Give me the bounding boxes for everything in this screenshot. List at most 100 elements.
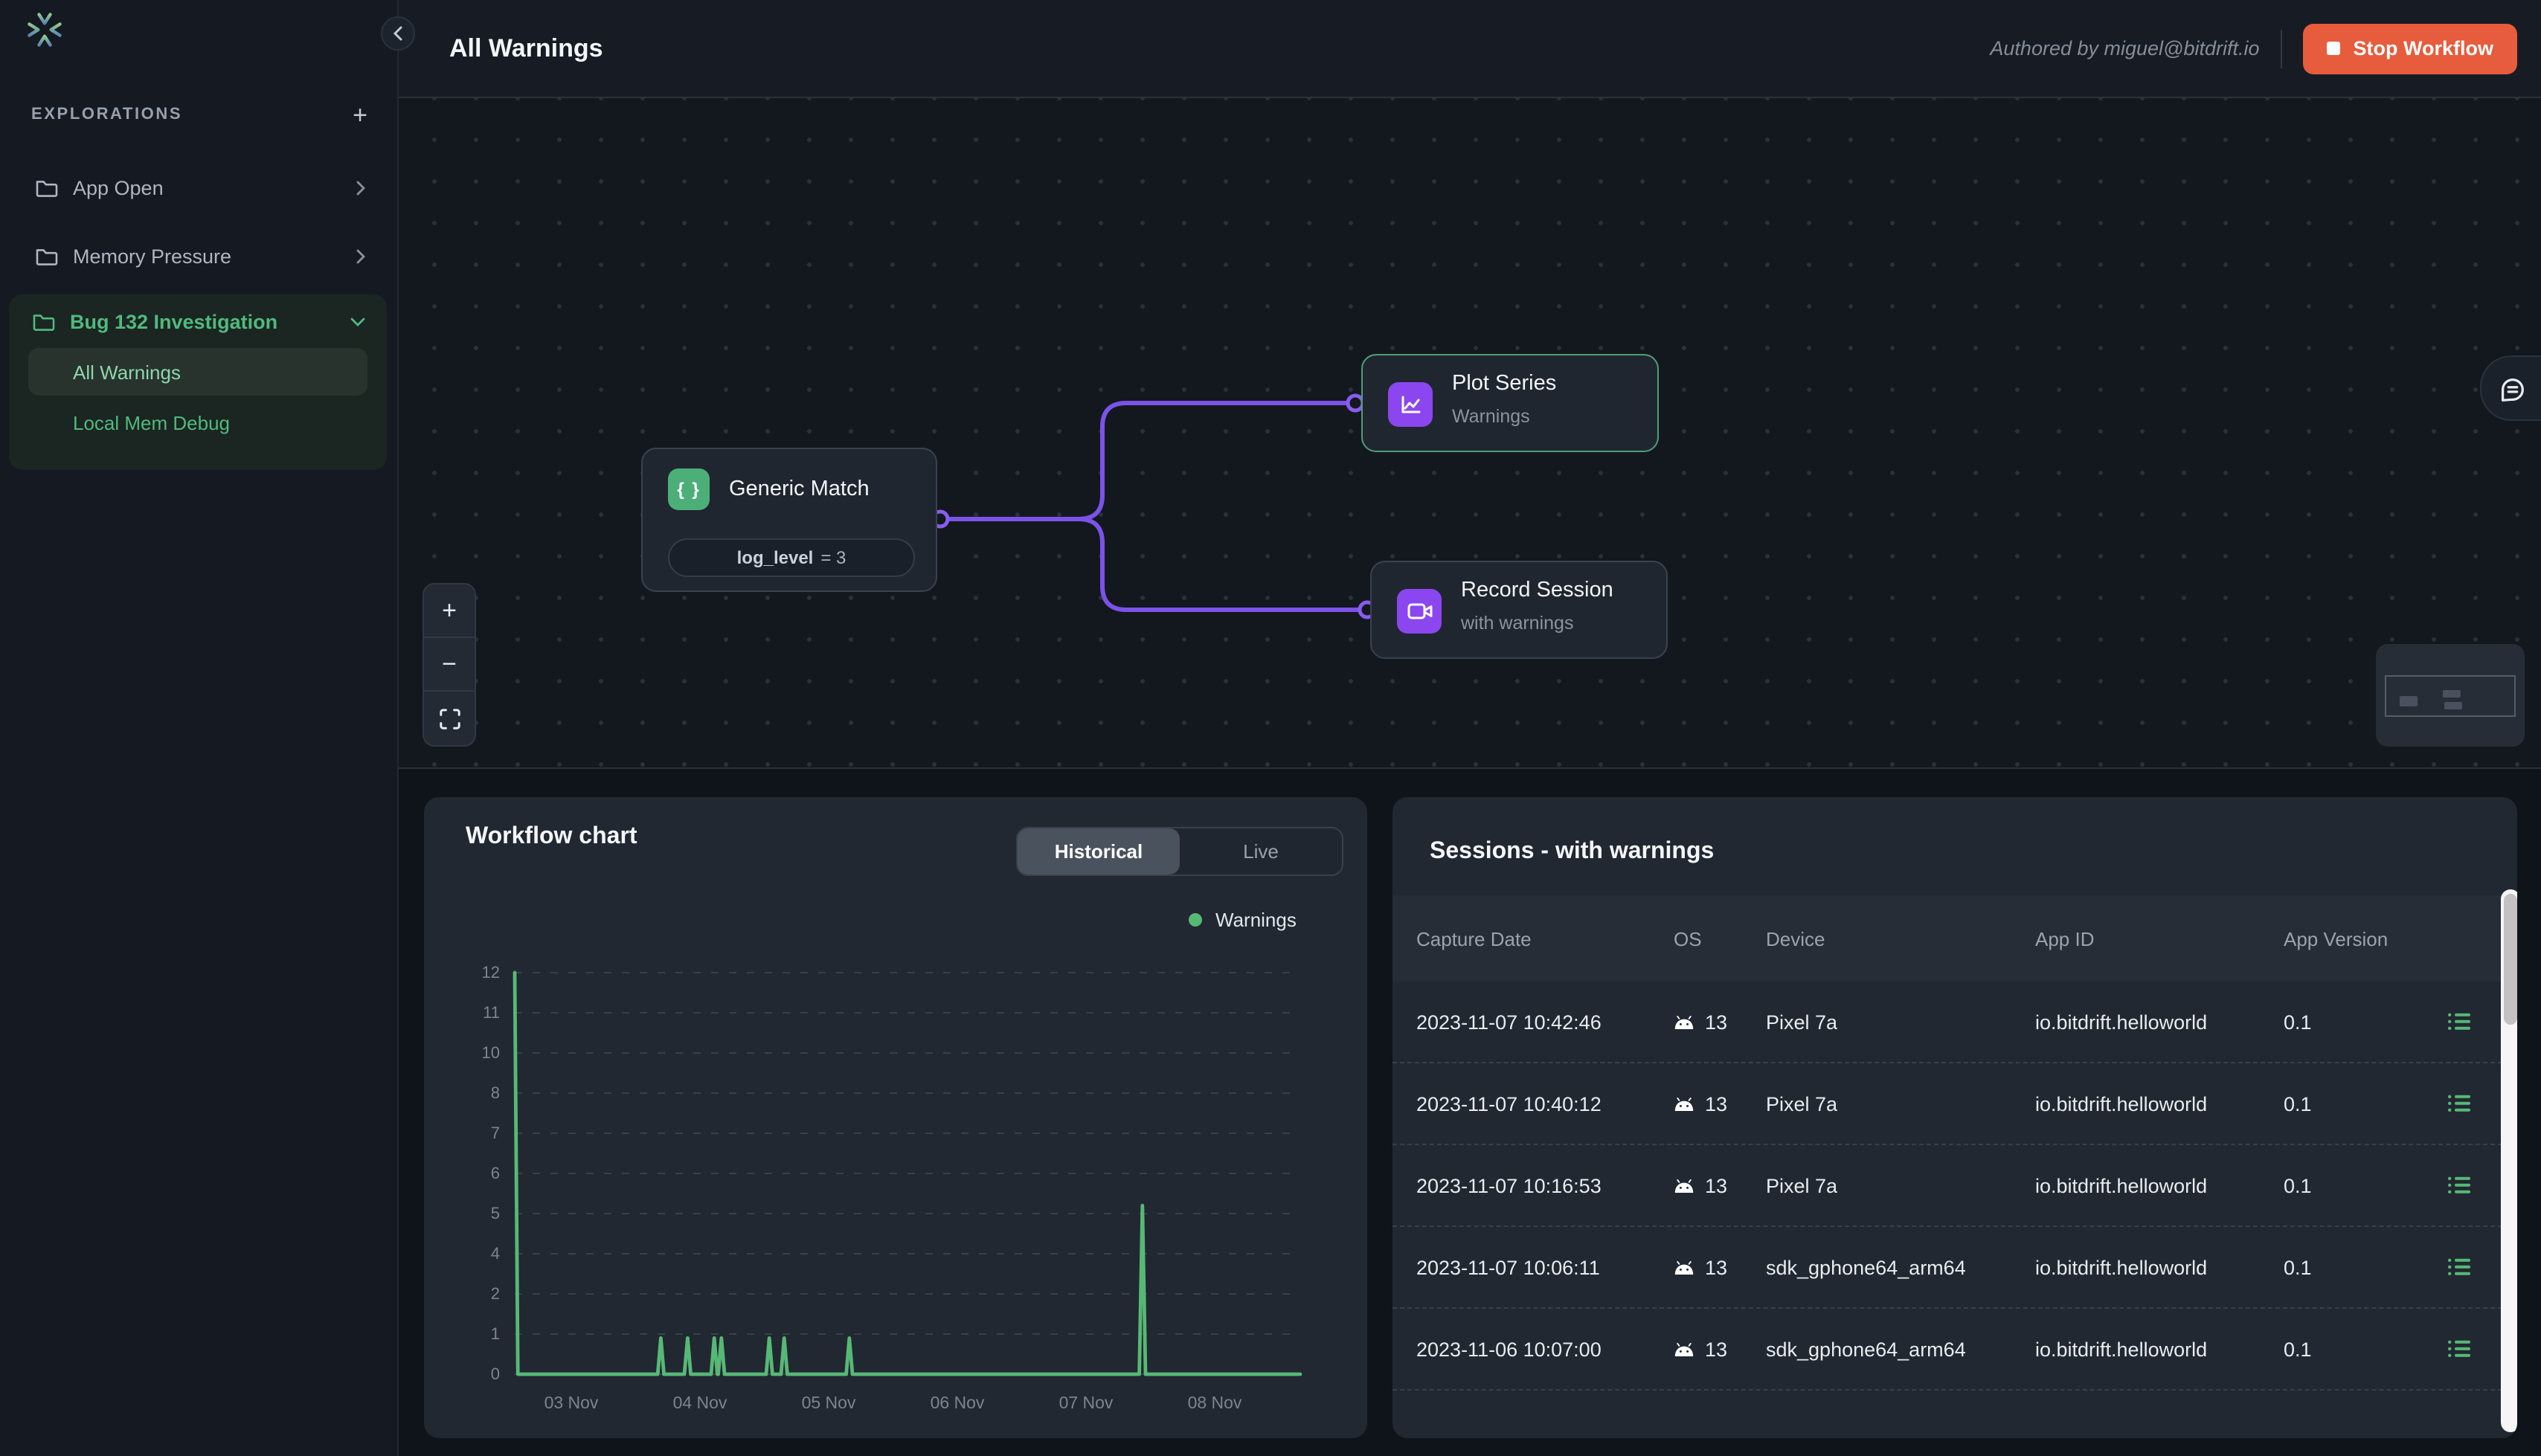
workflow-canvas[interactable]: { } Generic Match log_level = 3 Plot Ser… [399, 98, 2541, 769]
logs-list-icon [2448, 1258, 2470, 1275]
fit-view-icon [439, 708, 460, 729]
add-exploration-button[interactable]: + [353, 100, 367, 129]
sidebar-group-label: Bug 132 Investigation [70, 310, 278, 332]
sessions-panel: Sessions - with warnings Capture Date OS… [1392, 797, 2517, 1438]
folder-icon [36, 178, 58, 197]
svg-text:06 Nov: 06 Nov [931, 1393, 985, 1412]
divider [2280, 29, 2282, 68]
svg-text:10: 10 [482, 1043, 500, 1062]
minimap[interactable] [2376, 644, 2525, 747]
cell-os: 13 [1674, 1338, 1766, 1360]
session-row[interactable]: 2023-11-07 10:16:53 13 Pixel 7a io.bitdrift… [1392, 1145, 2517, 1227]
svg-text:11: 11 [483, 1003, 500, 1022]
chart-legend: Warnings [1189, 909, 1297, 931]
workflow-chart-panel: Workflow chart Historical Live Warnings … [424, 797, 1367, 1438]
session-row[interactable]: 2023-11-07 10:06:11 13 sdk_gphone64_arm64 i… [1392, 1227, 2517, 1309]
column-header-capture-date: Capture Date [1416, 927, 1532, 950]
svg-text:1: 1 [491, 1324, 500, 1343]
svg-text:2: 2 [491, 1284, 500, 1303]
line-chart-icon [1388, 382, 1433, 427]
view-logs-button[interactable] [2447, 1257, 2517, 1278]
svg-text:03 Nov: 03 Nov [544, 1393, 599, 1412]
chevron-down-icon [350, 316, 366, 326]
bitdrift-logo-icon[interactable] [25, 10, 64, 49]
session-row[interactable]: 2023-11-07 10:42:46 13 Pixel 7a io.bitdrift… [1392, 982, 2517, 1063]
node-record-session[interactable]: Record Session with warnings [1370, 561, 1668, 659]
cell-device: sdk_gphone64_arm64 [1766, 1338, 1966, 1360]
logs-list-icon [2448, 1176, 2470, 1194]
view-logs-button[interactable] [2447, 1011, 2517, 1032]
sidebar-item-local-mem-debug[interactable]: Local Mem Debug [28, 399, 367, 446]
cell-app-version: 0.1 [2284, 1011, 2312, 1033]
sidebar-item-all-warnings[interactable]: All Warnings [28, 348, 367, 396]
folder-icon [36, 246, 58, 265]
cell-app-version: 0.1 [2284, 1174, 2312, 1196]
sessions-table-body: 2023-11-07 10:42:46 13 Pixel 7a io.bitdrift… [1392, 982, 2517, 1391]
folder-icon [33, 312, 55, 331]
braces-icon: { } [668, 468, 710, 510]
cell-app-id: io.bitdrift.helloworld [2035, 1011, 2208, 1033]
sessions-table-header: Capture Date OS Device App ID App Versio… [1392, 895, 2517, 982]
svg-text:8: 8 [491, 1083, 500, 1102]
legend-dot-warnings [1189, 913, 1202, 927]
comments-button[interactable] [2480, 355, 2541, 421]
sidebar-item-memory-pressure[interactable]: Memory Pressure [15, 231, 384, 281]
android-icon [1674, 1015, 1694, 1028]
scrollbar-thumb[interactable] [2504, 894, 2517, 1025]
os-version: 13 [1705, 1092, 1728, 1115]
cell-capture-date: 2023-11-07 10:06:11 [1416, 1256, 1600, 1278]
svg-text:4: 4 [491, 1244, 500, 1263]
cell-app-id: io.bitdrift.helloworld [2035, 1338, 2208, 1360]
cell-app-version: 0.1 [2284, 1092, 2312, 1115]
svg-text:04 Nov: 04 Nov [673, 1393, 727, 1412]
cell-app-id: io.bitdrift.helloworld [2035, 1256, 2208, 1278]
cell-app-id: io.bitdrift.helloworld [2035, 1174, 2208, 1196]
sidebar-collapse-button[interactable] [381, 16, 415, 51]
zoom-in-button[interactable]: + [424, 584, 475, 638]
canvas-zoom-controls: + − [423, 583, 476, 747]
chevron-right-icon [356, 248, 366, 264]
view-logs-button[interactable] [2447, 1093, 2517, 1114]
stop-workflow-button[interactable]: Stop Workflow [2302, 23, 2517, 74]
os-version: 13 [1705, 1338, 1728, 1360]
android-icon [1674, 1260, 1694, 1274]
session-row[interactable]: 2023-11-07 10:40:12 13 Pixel 7a io.bitdrift… [1392, 1063, 2517, 1145]
cell-app-version: 0.1 [2284, 1256, 2312, 1278]
column-header-os: OS [1674, 927, 1702, 950]
node-generic-match[interactable]: { } Generic Match log_level = 3 [641, 448, 937, 592]
os-version: 13 [1705, 1256, 1728, 1278]
svg-text:07 Nov: 07 Nov [1059, 1393, 1114, 1412]
view-logs-button[interactable] [2447, 1339, 2517, 1359]
node-plot-series[interactable]: Plot Series Warnings [1361, 354, 1659, 452]
minimap-viewport [2385, 675, 2516, 717]
fit-view-button[interactable] [424, 692, 475, 745]
legend-label: Warnings [1215, 909, 1297, 931]
cell-app-version: 0.1 [2284, 1338, 2312, 1360]
svg-text:7: 7 [491, 1124, 500, 1142]
comment-bubble-icon [2500, 377, 2523, 401]
os-version: 13 [1705, 1174, 1728, 1196]
node-condition-pill: log_level = 3 [668, 538, 915, 577]
zoom-out-button[interactable]: − [424, 638, 475, 692]
svg-text:5: 5 [491, 1204, 500, 1223]
session-row[interactable]: 2023-11-06 10:07:00 13 sdk_gphone64_arm64 i… [1392, 1309, 2517, 1391]
tab-historical[interactable]: Historical [1018, 828, 1180, 874]
chevron-right-icon [356, 179, 366, 196]
sidebar-item-label: All Warnings [73, 361, 181, 383]
tab-live[interactable]: Live [1243, 840, 1279, 863]
cell-capture-date: 2023-11-07 10:40:12 [1416, 1092, 1602, 1115]
topbar: All Warnings Authored by miguel@bitdrift… [399, 0, 2541, 98]
sidebar-group-header[interactable]: Bug 132 Investigation [9, 294, 387, 348]
sidebar-item-app-open[interactable]: App Open [15, 162, 384, 213]
view-logs-button[interactable] [2447, 1175, 2517, 1196]
cell-device: sdk_gphone64_arm64 [1766, 1256, 1966, 1278]
svg-text:05 Nov: 05 Nov [802, 1393, 856, 1412]
svg-text:6: 6 [491, 1164, 500, 1182]
android-icon [1674, 1342, 1694, 1356]
os-version: 13 [1705, 1011, 1728, 1033]
minimap-node [2444, 702, 2462, 709]
svg-text:08 Nov: 08 Nov [1188, 1393, 1242, 1412]
sessions-scrollbar[interactable] [2501, 889, 2517, 1432]
sidebar-item-label: App Open [73, 176, 164, 199]
